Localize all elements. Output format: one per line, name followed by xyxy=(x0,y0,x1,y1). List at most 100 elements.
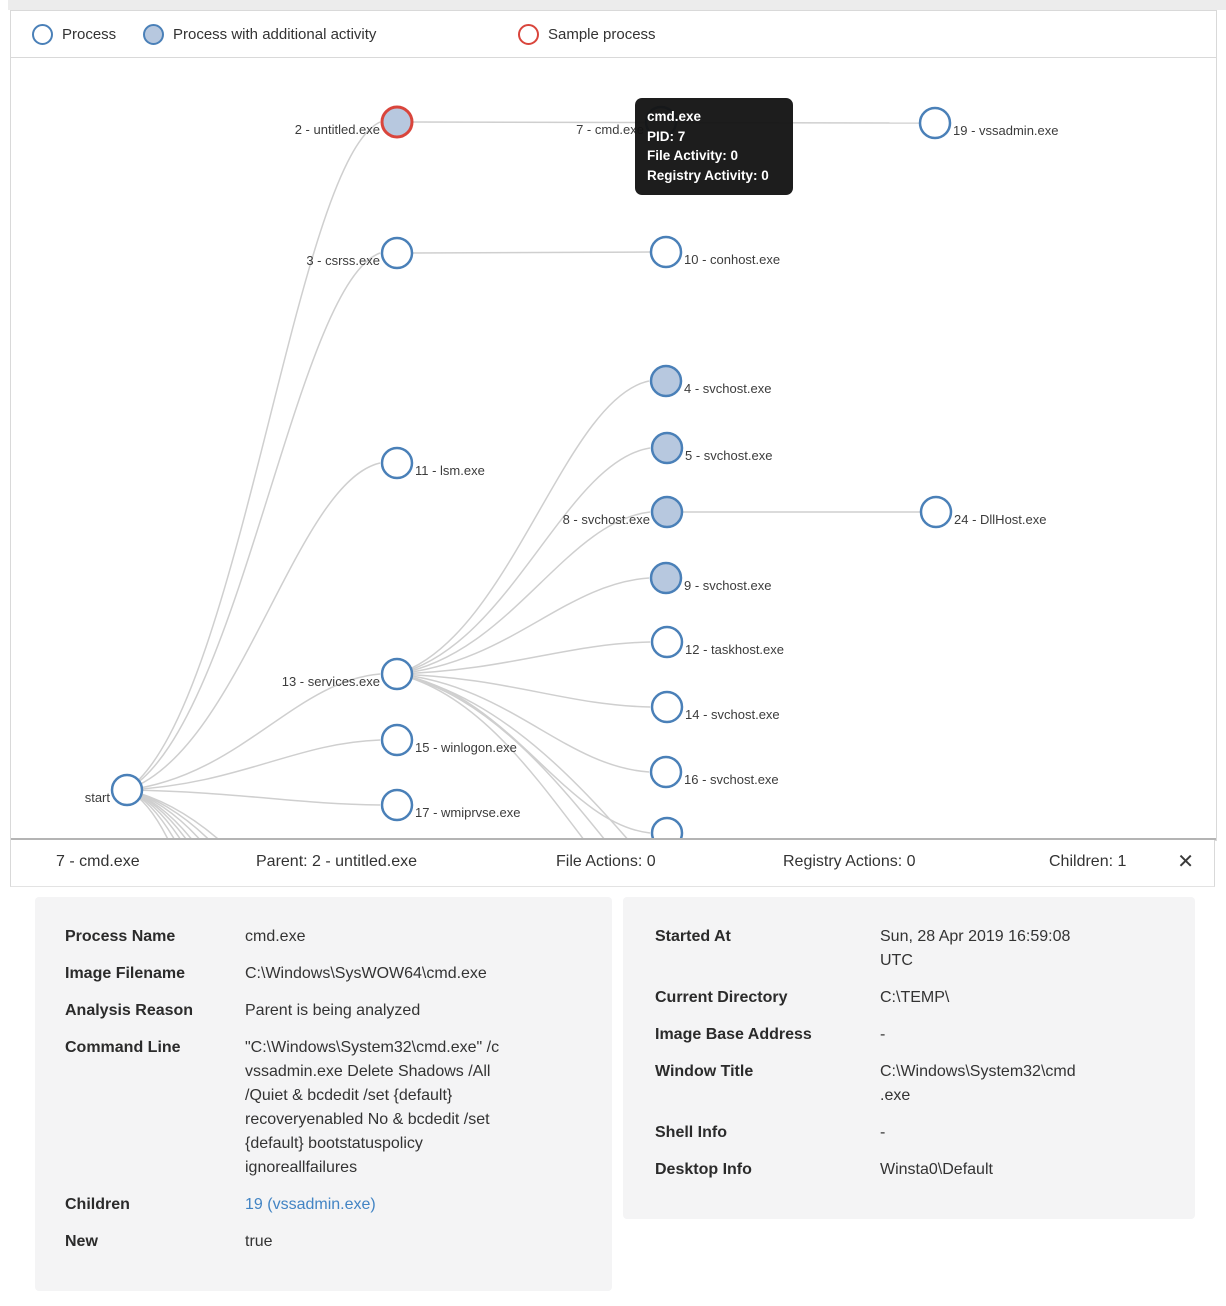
detail-row-children: Children 19 (vssadmin.exe) xyxy=(65,1193,592,1217)
process-node-19[interactable] xyxy=(918,106,952,140)
tree-edge-13-12 xyxy=(396,641,651,675)
detail-label: Children xyxy=(65,1196,130,1213)
tree-edge-offscreen xyxy=(396,673,605,838)
legend-item-sample: Sample process xyxy=(518,11,656,57)
process-node-label-19: 19 - vssadmin.exe xyxy=(953,123,1059,138)
detail-row-image-filename: Image Filename C:\Windows\SysWOW64\cmd.ex… xyxy=(65,962,592,986)
process-node-17[interactable] xyxy=(380,788,414,822)
child-process-link[interactable]: 19 (vssadmin.exe) xyxy=(245,1196,376,1213)
graph-legend: Process Process with additional activity S… xyxy=(11,11,1216,58)
process-node-label-8: 8 - svchost.exe xyxy=(563,512,650,527)
tree-edge-offscreen xyxy=(126,789,218,838)
process-node-11[interactable] xyxy=(380,446,414,480)
tree-edge-13-18 xyxy=(396,673,651,834)
detail-value: C:\Windows\SysWOW64\cmd.exe xyxy=(245,965,487,982)
tree-edge-offscreen xyxy=(396,673,584,838)
info-process-name: 7 - cmd.exe xyxy=(56,853,140,870)
detail-value: C:\TEMP\ xyxy=(880,989,950,1006)
tooltip-line: PID: 7 xyxy=(647,128,686,144)
process-node-13[interactable] xyxy=(380,657,414,691)
process-tree-canvas[interactable]: start 2 - untitled.exe 7 - cmd.exe 19 - vss… xyxy=(11,58,1216,840)
detail-value: cmd.exe xyxy=(245,928,306,945)
process-node-5[interactable] xyxy=(650,431,684,465)
tooltip-line: Registry Activity: 0 xyxy=(647,167,769,183)
tree-edge-13-8 xyxy=(396,511,651,675)
tree-edge-13-14 xyxy=(396,673,651,708)
activity-circle-icon xyxy=(143,23,164,45)
legend-label: Process xyxy=(62,25,117,43)
tree-edge-offscreen xyxy=(396,673,628,838)
detail-label: Window Title xyxy=(655,1063,754,1080)
detail-row-window-title: Window Title C:\Windows\System32\cmd.exe xyxy=(655,1060,1175,1108)
detail-label: Image Filename xyxy=(65,965,186,982)
detail-label: Started At xyxy=(655,928,731,945)
window-top-strip xyxy=(8,0,1226,10)
detail-label: Process Name xyxy=(65,928,176,945)
detail-row-command-line: Command Line "C:\Windows\System32\cmd.exe… xyxy=(65,1036,592,1180)
tree-edge-offscreen xyxy=(126,789,209,838)
detail-value: true xyxy=(245,1233,273,1250)
detail-row-analysis-reason: Analysis Reason Parent is being analyzed xyxy=(65,999,592,1023)
process-node-12[interactable] xyxy=(650,625,684,659)
process-node-label-17: 17 - wmiprvse.exe xyxy=(415,805,520,820)
process-node-16[interactable] xyxy=(649,755,683,789)
process-node-label-2: 2 - untitled.exe xyxy=(295,122,380,137)
info-registry-actions: Registry Actions: 0 xyxy=(783,853,916,870)
process-node-label-24: 24 - DllHost.exe xyxy=(954,512,1046,527)
process-node-label-10: 10 - conhost.exe xyxy=(684,252,780,267)
process-node-label-15: 15 - winlogon.exe xyxy=(415,740,517,755)
process-node-2[interactable] xyxy=(380,105,414,139)
tree-edge-offscreen xyxy=(126,789,169,838)
detail-row-started-at: Started At Sun, 28 Apr 2019 16:59:08 UTC xyxy=(655,925,1175,973)
detail-value: Parent is being analyzed xyxy=(245,1002,421,1019)
process-node-label-13: 13 - services.exe xyxy=(282,674,380,689)
detail-row-current-directory: Current Directory C:\TEMP\ xyxy=(655,986,1175,1010)
process-node-start[interactable] xyxy=(110,773,144,807)
tree-edge-offscreen xyxy=(126,789,175,838)
process-node-4[interactable] xyxy=(649,364,683,398)
detail-row-desktop-info: Desktop Info Winsta0\Default xyxy=(655,1158,1175,1182)
legend-label: Sample process xyxy=(548,25,656,43)
tree-edge-offscreen xyxy=(126,789,200,838)
tree-edge-offscreen xyxy=(126,789,187,838)
process-node-label-start: start xyxy=(85,790,111,805)
tree-edge-start-13 xyxy=(126,673,381,791)
process-node-label-4: 4 - svchost.exe xyxy=(684,381,771,396)
detail-row-shell-info: Shell Info - xyxy=(655,1121,1175,1145)
tree-edge-13-4 xyxy=(396,380,650,675)
info-file-actions: File Actions: 0 xyxy=(556,853,656,870)
tree-edge-13-9 xyxy=(396,577,650,675)
process-node-14[interactable] xyxy=(650,690,684,724)
process-node-3[interactable] xyxy=(380,236,414,270)
process-node-label-9: 9 - svchost.exe xyxy=(684,578,771,593)
detail-value: "C:\Windows\System32\cmd.exe" /c vssadmi… xyxy=(245,1039,500,1176)
tooltip-lines: PID: 7 File Activity: 0 Registry Activity:… xyxy=(647,127,781,186)
info-children: Children: 1 xyxy=(1049,853,1127,870)
detail-row-process-name: Process Name cmd.exe xyxy=(65,925,592,949)
close-icon[interactable]: ✕ xyxy=(1177,851,1194,873)
tree-edge-offscreen xyxy=(126,789,181,838)
process-details-section: Process Name cmd.exe Image Filename C:\Wind… xyxy=(0,888,1226,1306)
process-node-label-11: 11 - lsm.exe xyxy=(415,463,485,478)
tooltip-line: File Activity: 0 xyxy=(647,148,739,164)
process-node-18[interactable] xyxy=(650,816,684,838)
detail-row-image-base-address: Image Base Address - xyxy=(655,1023,1175,1047)
sample-circle-icon xyxy=(518,23,539,45)
detail-label: Image Base Address xyxy=(655,1026,812,1043)
detail-label: Analysis Reason xyxy=(65,1002,194,1019)
process-node-8[interactable] xyxy=(650,495,684,529)
info-parent: Parent: 2 - untitled.exe xyxy=(256,853,417,870)
process-node-10[interactable] xyxy=(649,235,683,269)
detail-row-new: New true xyxy=(65,1230,592,1254)
process-node-label-5: 5 - svchost.exe xyxy=(685,448,772,463)
process-node-15[interactable] xyxy=(380,723,414,757)
detail-label: Desktop Info xyxy=(655,1161,752,1178)
process-node-9[interactable] xyxy=(649,561,683,595)
process-graph-container: Process Process with additional activity S… xyxy=(10,10,1217,841)
process-circle-icon xyxy=(32,23,53,45)
tree-edge-start-11 xyxy=(126,462,381,791)
process-node-24[interactable] xyxy=(919,495,953,529)
detail-value: - xyxy=(880,1026,886,1043)
tree-edge-start-17 xyxy=(126,789,381,806)
tree-edge-13-16 xyxy=(396,673,650,773)
